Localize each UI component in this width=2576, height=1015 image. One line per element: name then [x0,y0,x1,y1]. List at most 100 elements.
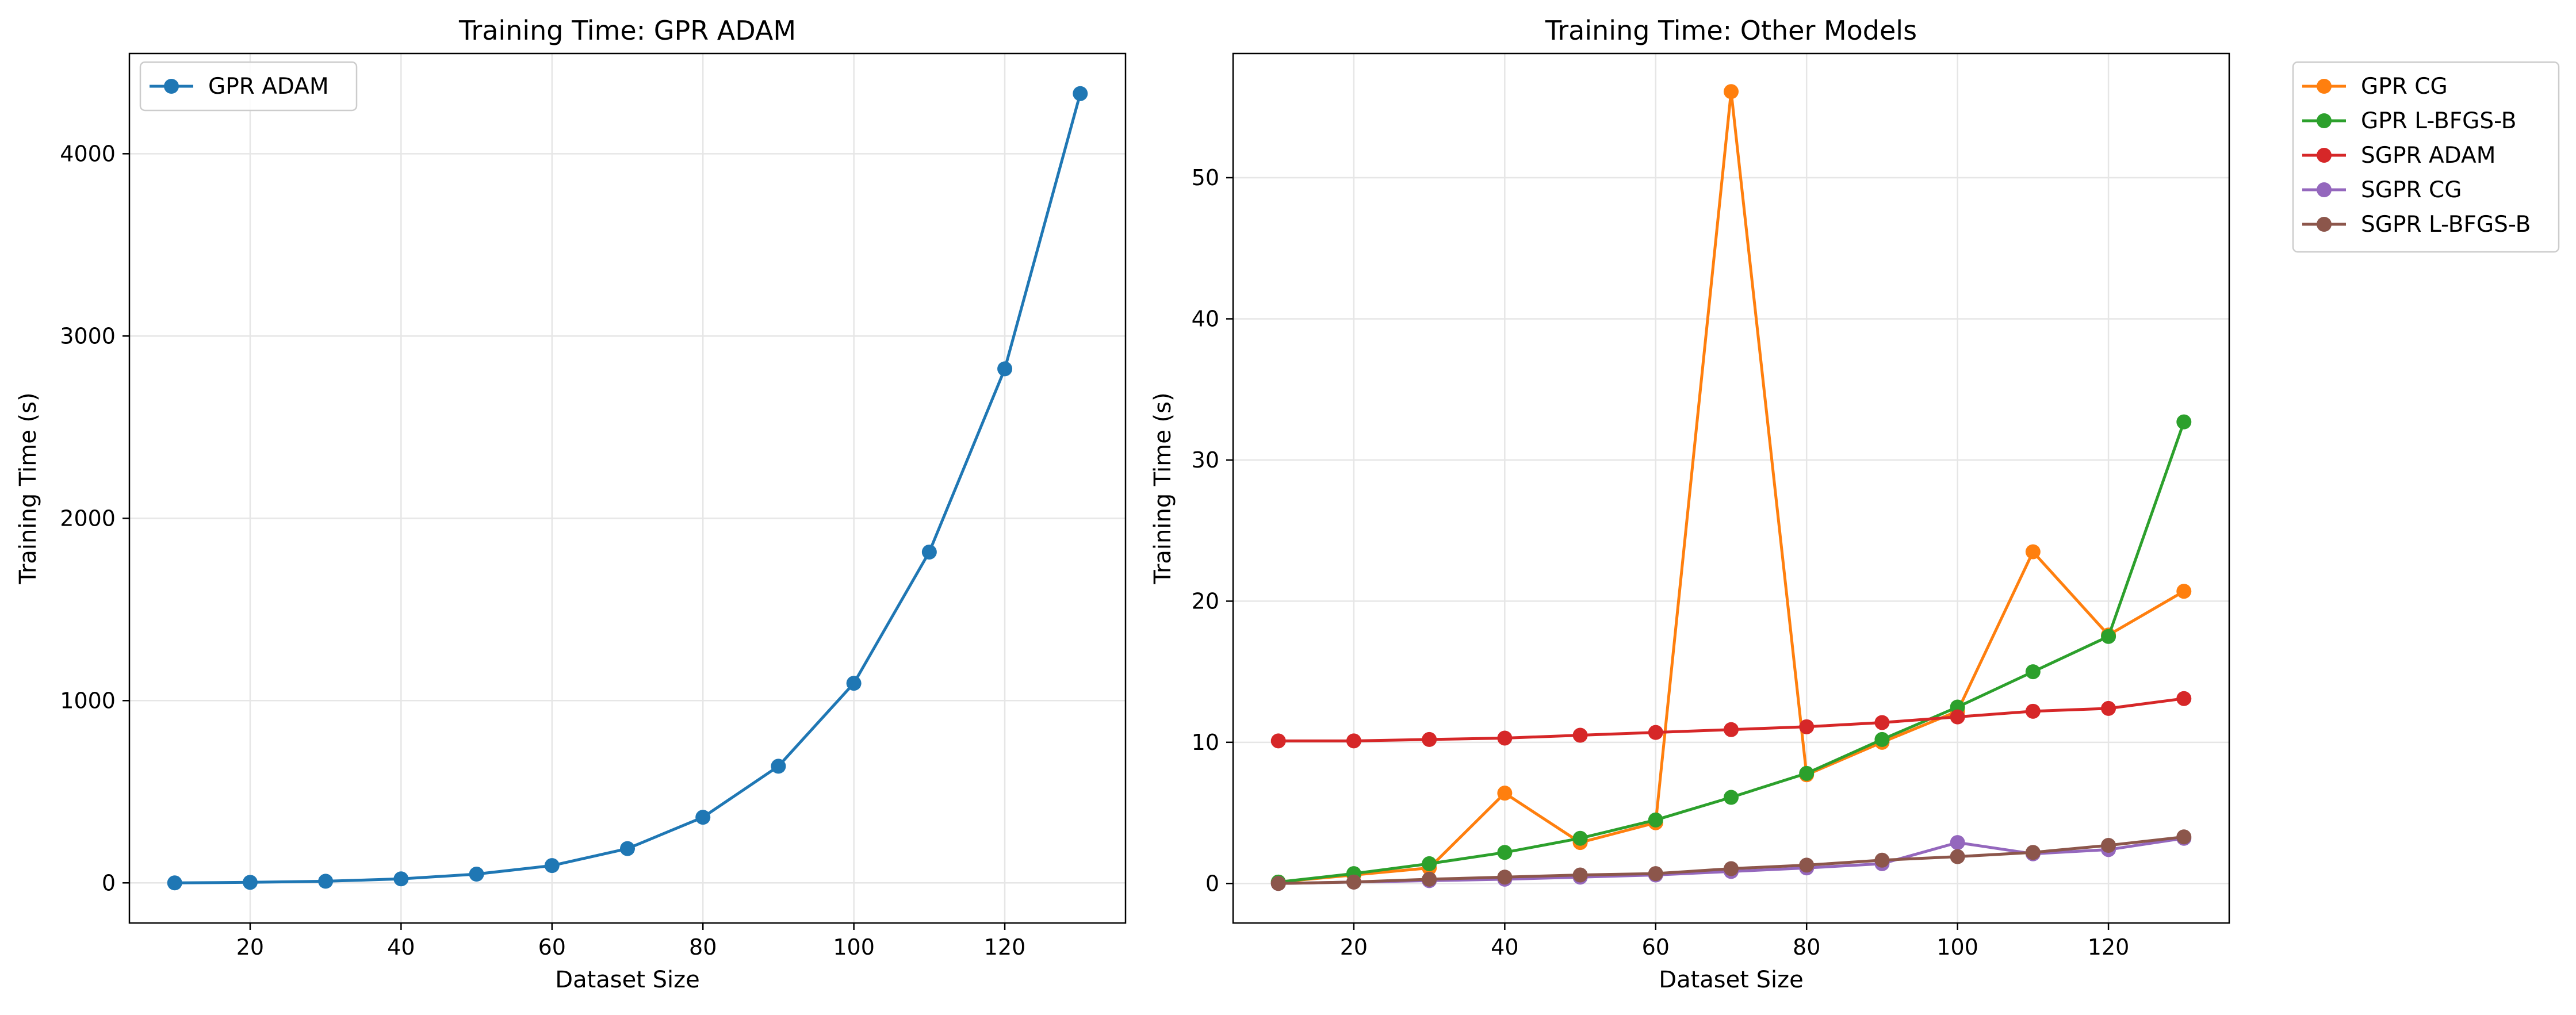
data-point [1874,715,1890,730]
data-point [1950,835,1965,851]
legend-swatch-marker [2317,113,2332,128]
data-point [544,858,560,874]
data-point [2176,829,2192,845]
data-point [1648,725,1663,740]
x-tick-label: 40 [1491,934,1518,960]
data-point [1724,790,1739,805]
chart-other-models: 20 40 60 80 100 120 0 10 20 30 40 50 Training Time: … [1150,15,2560,993]
legend-box [139,61,358,112]
x-axis-label: Dataset Size [555,967,699,993]
data-point [1799,719,1815,734]
x-axis-label: Dataset Size [1659,967,1803,993]
y-tick-label: 50 [1192,165,1219,190]
data-point [2176,414,2192,430]
data-point [242,875,258,890]
data-point [1270,876,1286,891]
y-tick-label: 0 [1205,871,1219,896]
data-point [2101,700,2116,716]
data-point [393,871,409,887]
y-tick-label: 2000 [60,505,116,531]
data-point [2101,838,2116,853]
x-tick-label: 20 [236,934,264,960]
data-point [2025,703,2041,719]
data-point [1422,856,1437,871]
x-tick-label: 80 [689,934,717,960]
chart-gpr-adam: 20 40 60 80 100 120 0 1000 2000 3000 4000 Training … [15,15,1127,993]
y-tick-label: 20 [1192,588,1219,614]
data-point [1648,866,1663,882]
y-tick-label: 10 [1192,730,1219,755]
data-point [695,810,711,825]
y-tick-label: 1000 [60,688,116,713]
data-point [1270,733,1286,749]
data-point [1950,849,1965,864]
data-point [469,867,484,882]
data-point [167,875,182,891]
data-point [2025,544,2041,560]
data-point [997,361,1013,377]
legend-label: GPR ADAM [208,74,329,99]
data-point [1497,786,1513,801]
data-point [921,544,937,560]
legend-label: GPR CG [2361,74,2448,99]
chart-title: Training Time: GPR ADAM [458,15,796,46]
data-point [1497,730,1513,746]
data-point [1572,867,1588,883]
data-point [2176,691,2192,706]
data-point [846,676,862,691]
data-point [1422,731,1437,747]
x-tick-label: 60 [538,934,566,960]
y-axis-label: Training Time (s) [15,392,41,584]
data-point [2025,845,2041,860]
x-tick-label: 100 [833,934,875,960]
data-point [1724,861,1739,876]
plot-frame [1232,52,2230,924]
data-point [1346,733,1361,749]
legend-box [2292,61,2560,253]
x-tick-label: 120 [984,934,1026,960]
data-point [318,874,334,889]
legend-swatch-marker [2317,79,2332,94]
data-point [1950,709,1965,725]
legend-swatch-marker [2317,148,2332,163]
y-tick-label: 3000 [60,323,116,348]
legend-swatch-marker [2317,182,2332,197]
x-tick-label: 80 [1793,934,1820,960]
x-tick-label: 40 [387,934,415,960]
data-point [2025,664,2041,680]
data-point [1648,812,1663,828]
data-point [1874,731,1890,747]
data-point [1799,765,1815,781]
data-point [1799,857,1815,873]
x-tick-label: 20 [1340,934,1368,960]
data-point [1724,722,1739,737]
data-point [1724,84,1739,99]
legend-label: SGPR L-BFGS-B [2361,212,2531,238]
y-tick-label: 4000 [60,141,116,166]
data-point [771,759,786,774]
y-axis-label: Training Time (s) [1150,392,1176,584]
y-tick-label: 30 [1192,447,1219,473]
y-tick-label: 40 [1192,306,1219,331]
x-tick-label: 100 [1936,934,1978,960]
plot-frame [128,52,1127,924]
legend-label: SGPR CG [2361,177,2462,203]
data-point [2101,629,2116,644]
chart-title: Training Time: Other Models [1545,15,1917,46]
data-point [2176,584,2192,599]
data-point [620,841,635,856]
data-point [1572,830,1588,846]
data-point [1572,727,1588,743]
data-point [1073,86,1088,101]
data-point [1346,874,1361,890]
data-point [1874,852,1890,868]
x-tick-label: 60 [1642,934,1670,960]
data-point [1422,871,1437,887]
data-point [1497,870,1513,885]
legend-swatch-marker [2317,217,2332,232]
legend-label: SGPR ADAM [2361,143,2495,168]
x-tick-label: 120 [2088,934,2130,960]
legend-swatch-marker [164,79,179,94]
y-tick-label: 0 [102,870,116,895]
